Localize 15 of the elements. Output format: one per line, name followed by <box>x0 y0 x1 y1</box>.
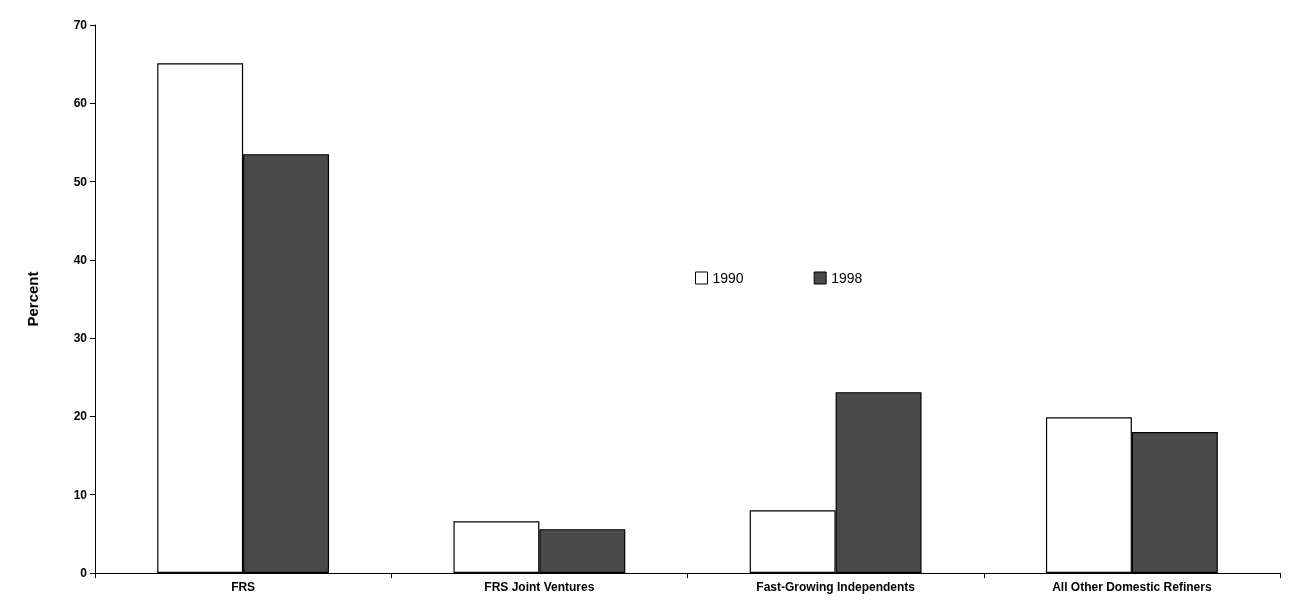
y-tick-label: 60 <box>73 96 88 111</box>
y-tick-label: 70 <box>73 18 88 32</box>
x-tick-label: FRS <box>231 580 256 594</box>
y-tick-label: 10 <box>73 487 88 502</box>
legend-label: 1998 <box>831 270 863 286</box>
legend-label: 1990 <box>712 270 744 286</box>
x-tick-label: Fast-Growing Independents <box>756 580 916 594</box>
x-tick-label: FRS Joint Ventures <box>484 580 595 594</box>
x-tick-label: All Other Domestic Refiners <box>1052 580 1212 594</box>
y-axis-title: Percent <box>24 271 41 327</box>
y-tick-label: 0 <box>80 566 88 580</box>
y-tick-label: 40 <box>73 252 88 267</box>
y-tick-label: 20 <box>73 409 88 424</box>
y-tick-label: 50 <box>73 174 88 189</box>
y-tick-label: 30 <box>73 331 88 346</box>
